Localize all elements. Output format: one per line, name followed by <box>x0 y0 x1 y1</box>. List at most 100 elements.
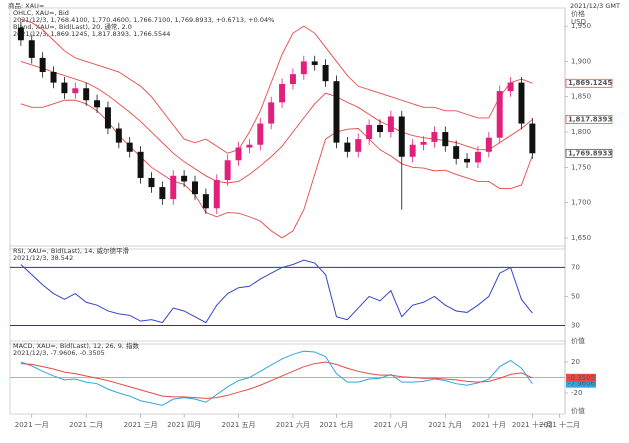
panel-header: OHLC, XAU=, Bid <box>13 9 69 17</box>
y-tick-label: 1,800 <box>571 128 591 136</box>
x-tick-label: 2021 二月 <box>69 421 103 429</box>
candle-body <box>17 27 24 41</box>
candle-body <box>192 181 198 195</box>
price-label: 1,769.8933 <box>568 149 612 157</box>
candle-body <box>453 146 460 159</box>
x-tick-label: 2021 十月 <box>472 420 506 429</box>
indicator-line <box>20 350 533 406</box>
candle-body <box>464 158 471 163</box>
x-tick-label: 2021 七月 <box>319 420 353 429</box>
candle-body <box>61 82 68 94</box>
value-label: -7.9606 <box>568 380 596 388</box>
candle-body <box>181 175 188 182</box>
candle-body <box>104 107 111 129</box>
x-tick-label: 2021 八月 <box>374 421 408 429</box>
candle-body <box>39 57 46 73</box>
candle-body <box>355 139 362 152</box>
y-tick-label: 1,700 <box>571 199 591 207</box>
value-label: -0.3505 <box>568 374 595 382</box>
candle-body <box>485 137 492 152</box>
x-tick-label: 2021 十二月 <box>539 420 580 429</box>
candle-body <box>137 151 144 178</box>
axis-unit: 价值 <box>571 336 585 345</box>
indicator-line <box>20 361 533 399</box>
price-label-box <box>565 148 613 158</box>
candle-body <box>496 91 503 138</box>
y-tick-label: 1,950 <box>571 22 591 30</box>
value-label-box <box>566 373 596 382</box>
price-label: 1,869.1245 <box>568 79 612 87</box>
y-tick-label: 1,750 <box>571 163 591 171</box>
price-label-box <box>565 78 613 88</box>
candle-body <box>28 40 35 58</box>
candle-body <box>202 194 209 209</box>
candle-body <box>224 160 231 181</box>
candle-body <box>377 124 383 133</box>
instrument: 商品: XAU= <box>8 1 44 10</box>
x-tick-label: 2021 一月 <box>15 421 49 429</box>
candle-body <box>311 61 318 65</box>
axis-label: 价格 <box>571 9 585 18</box>
candle-body <box>148 177 155 188</box>
x-tick-label: 2021 十一月 <box>512 420 553 429</box>
candle-body <box>289 74 296 85</box>
y-tick-label: 1,850 <box>571 93 591 101</box>
candle-body <box>387 116 394 133</box>
panel-header: 2021/12/3, 1,768.4100, 1,770.4600, 1,766… <box>13 16 274 24</box>
candle-body <box>344 142 351 152</box>
candle-body <box>431 132 438 142</box>
candle-body <box>279 84 286 103</box>
y-tick-label: 20 <box>571 358 580 366</box>
candle-body <box>529 123 536 154</box>
candle-body <box>507 82 514 92</box>
candle-body <box>170 175 177 200</box>
candle-body <box>159 187 166 200</box>
axis-unit: USD <box>571 18 586 26</box>
timestamp: 2021/12/3 GMT <box>570 2 620 10</box>
candle-body <box>474 151 481 163</box>
candle-body <box>322 64 329 82</box>
panel-header: RSI, XAU=, Bid(Last), 14, 威尔德平滑 <box>13 246 129 255</box>
candle-body <box>257 123 264 145</box>
candle-body <box>333 81 340 143</box>
indicator-line <box>20 259 533 324</box>
candle-body <box>300 61 307 75</box>
y-tick-label: 70 <box>571 263 580 271</box>
y-tick-label: -20 <box>571 389 582 397</box>
value-label-box <box>566 379 596 388</box>
price-label-box <box>565 115 613 124</box>
x-tick-label: 2021 三月 <box>124 421 158 429</box>
candle-body <box>94 100 101 108</box>
candle-body <box>115 128 122 143</box>
x-tick-label: 2021 四月 <box>167 421 201 429</box>
panel-header: MACD, XAU=, Bid(Last), 12, 26, 9, 指数 <box>13 341 140 350</box>
panel-header: Bland, XAU=, Bid(Last), 20, 通常, 2.0 <box>13 22 132 31</box>
candle-body <box>268 102 275 124</box>
bollinger-band <box>20 18 533 154</box>
x-tick-label: 2021 五月 <box>222 421 256 429</box>
candle-body <box>442 132 449 147</box>
candle-body <box>50 72 57 83</box>
candle-body <box>126 142 133 152</box>
panel-header: 2021/12/3, -7.9606, -0.3505 <box>13 349 105 357</box>
panel-header: 2021/12/3, 1,869.1245, 1,817.8393, 1,766… <box>13 30 170 38</box>
y-tick-label: 1,650 <box>571 234 591 242</box>
y-tick-label: 1,900 <box>571 57 591 65</box>
x-tick-label: 2021 九月 <box>428 420 462 429</box>
candle-body <box>518 82 525 124</box>
candle-body <box>420 141 427 145</box>
y-tick-label: 30 <box>571 321 580 329</box>
candle-body <box>83 88 90 101</box>
candle-body <box>72 88 79 94</box>
y-tick-label: 50 <box>571 292 580 300</box>
candle-body <box>235 147 242 161</box>
price-label: 1,817.8393 <box>568 115 612 123</box>
axis-unit: 价值 <box>571 406 585 415</box>
x-tick-label: 2021 六月 <box>276 420 310 429</box>
candle-body <box>246 144 253 148</box>
candle-body <box>213 180 220 209</box>
candle-body <box>398 116 405 157</box>
candle-body <box>366 124 373 140</box>
